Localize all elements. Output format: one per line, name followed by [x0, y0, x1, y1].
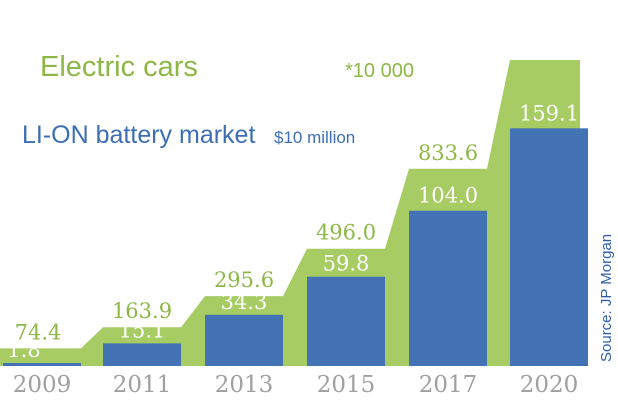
- area-value-label: 1293.6: [512, 26, 585, 50]
- bar-series-title: LI-ON battery market: [22, 121, 255, 149]
- area-value-label: 163.9: [112, 299, 172, 323]
- area-series-title: Electric cars: [40, 51, 198, 83]
- x-tick-label: 2020: [520, 372, 579, 398]
- bar-unit-note: $10 million: [274, 128, 355, 147]
- battery-bar: [103, 343, 181, 366]
- area-unit-note: *10 000: [345, 60, 414, 82]
- area-value-label: 496.0: [316, 221, 376, 245]
- battery-bar: [409, 210, 487, 366]
- source-label: Source: JP Morgan: [598, 234, 615, 362]
- battery-bar: [510, 128, 588, 366]
- battery-bar: [205, 314, 283, 366]
- x-tick-label: 2011: [113, 372, 172, 398]
- bar-value-label: 1.8: [7, 338, 40, 362]
- bar-value-label: 59.8: [323, 252, 370, 276]
- electric-cars-area: [0, 60, 580, 366]
- area-value-label: 833.6: [418, 141, 478, 165]
- bar-value-label: 104.0: [418, 184, 478, 208]
- battery-bar: [3, 363, 81, 366]
- bar-value-label: 15.1: [119, 318, 166, 342]
- battery-bar: [307, 276, 385, 366]
- x-tick-label: 2017: [419, 372, 478, 398]
- x-tick-label: 2013: [215, 372, 274, 398]
- x-tick-label: 2009: [13, 372, 72, 398]
- bar-value-label: 159.1: [519, 101, 579, 125]
- area-value-label: 295.6: [214, 268, 274, 292]
- bar-value-label: 34.3: [221, 290, 268, 314]
- x-tick-label: 2015: [317, 372, 376, 398]
- area-value-label: 74.4: [15, 320, 62, 344]
